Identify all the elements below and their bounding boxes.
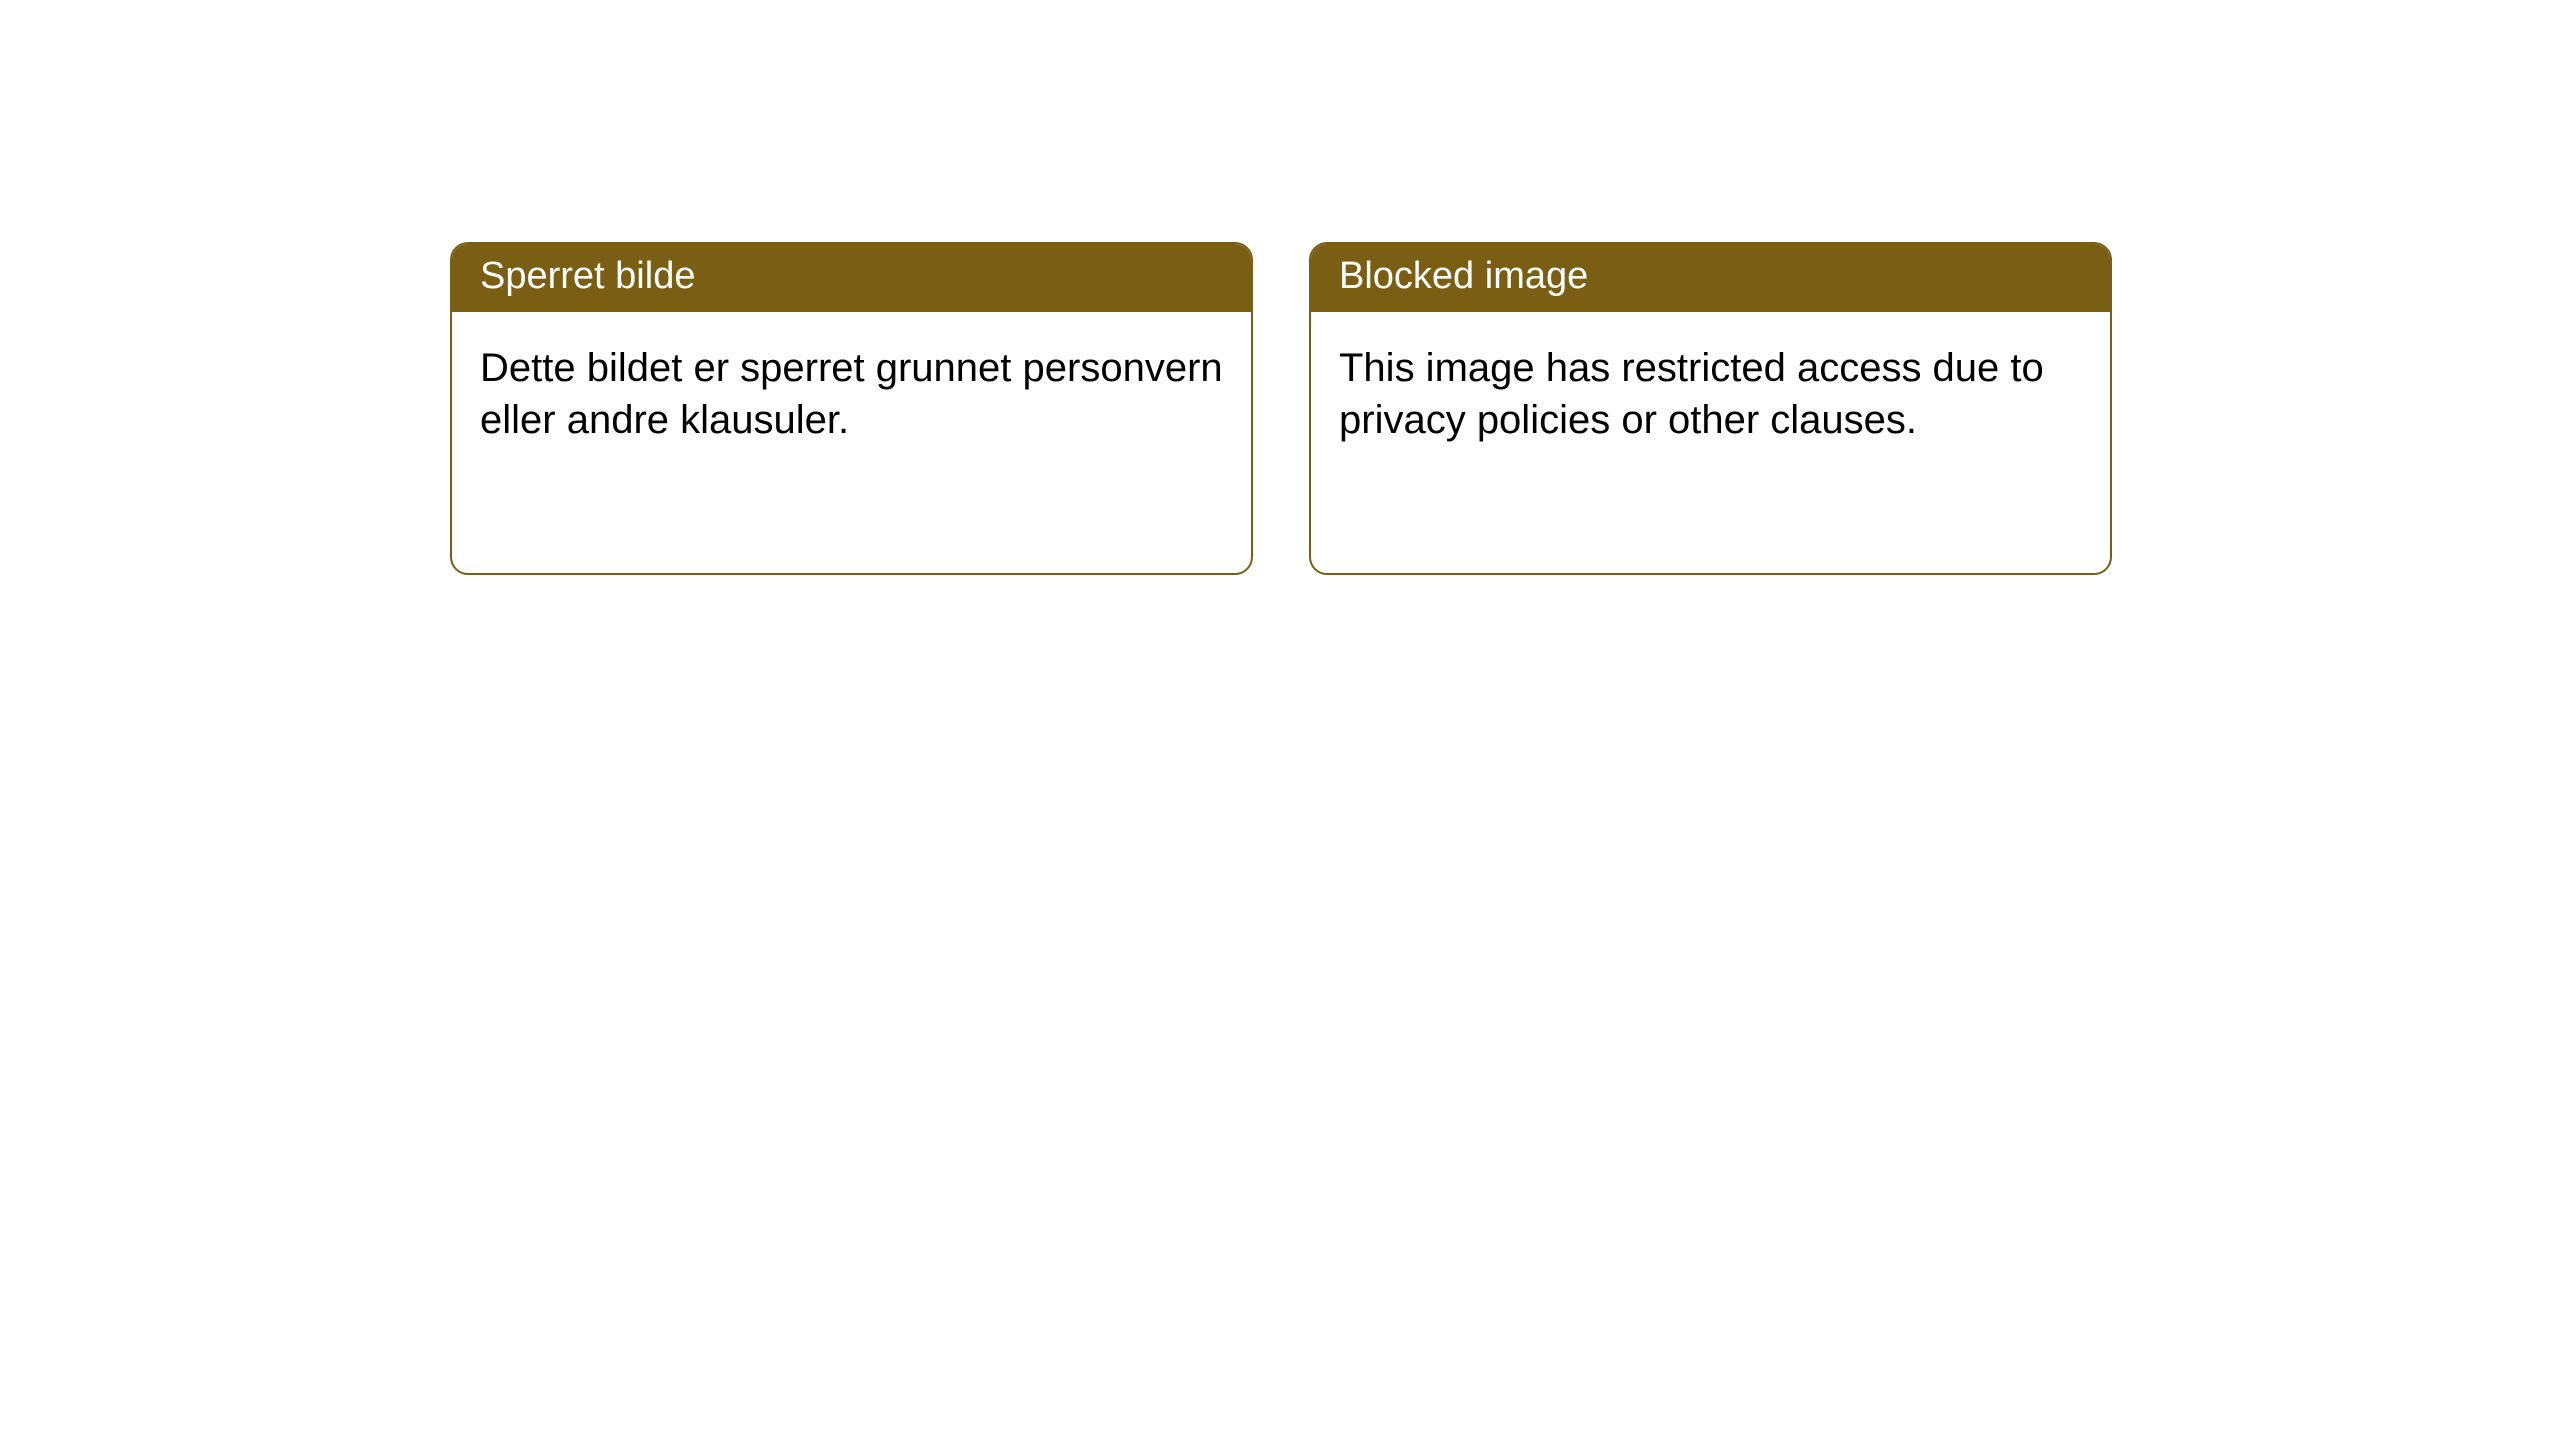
notice-card-english: Blocked image This image has restricted …	[1309, 242, 2112, 575]
notice-card-norwegian: Sperret bilde Dette bildet er sperret gr…	[450, 242, 1253, 575]
notice-body: Dette bildet er sperret grunnet personve…	[452, 312, 1251, 476]
notice-message: This image has restricted access due to …	[1339, 346, 2044, 442]
notice-header: Sperret bilde	[452, 244, 1251, 312]
notice-header: Blocked image	[1311, 244, 2110, 312]
notice-message: Dette bildet er sperret grunnet personve…	[480, 346, 1223, 442]
notice-container: Sperret bilde Dette bildet er sperret gr…	[450, 242, 2112, 575]
notice-title: Blocked image	[1339, 255, 1588, 297]
notice-body: This image has restricted access due to …	[1311, 312, 2110, 476]
notice-title: Sperret bilde	[480, 255, 695, 297]
